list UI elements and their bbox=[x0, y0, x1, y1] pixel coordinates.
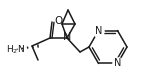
Text: H$_2$N: H$_2$N bbox=[6, 44, 25, 56]
Text: N: N bbox=[95, 26, 102, 36]
Text: N: N bbox=[63, 32, 72, 43]
Text: N: N bbox=[114, 58, 121, 68]
Text: O: O bbox=[54, 16, 62, 26]
